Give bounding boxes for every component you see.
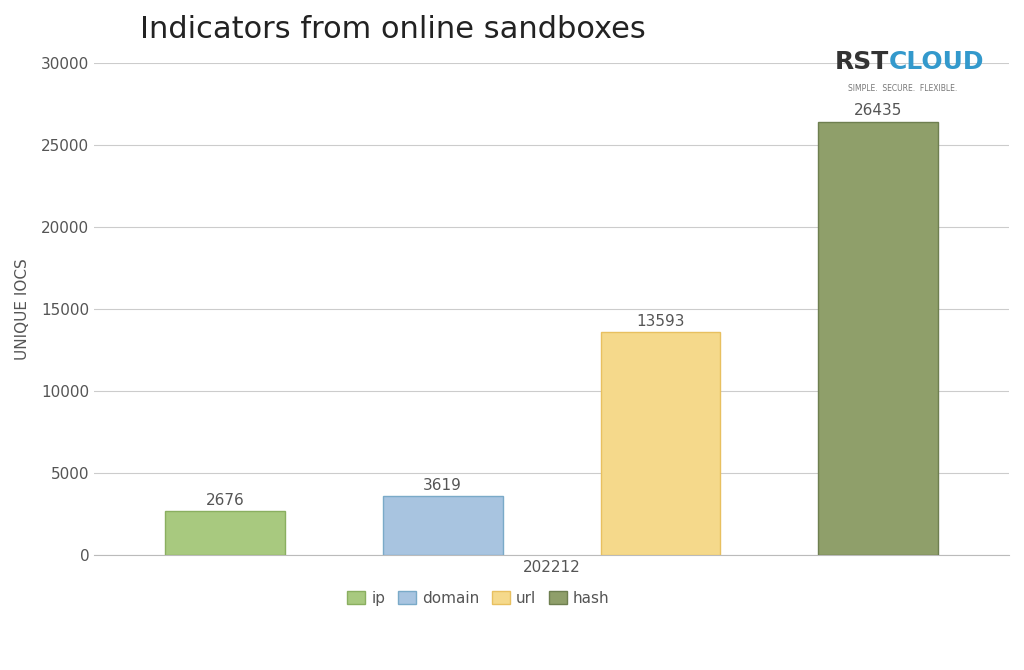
Bar xyxy=(818,121,938,555)
Text: 3619: 3619 xyxy=(423,478,462,492)
Text: 2676: 2676 xyxy=(206,493,245,508)
Text: 26435: 26435 xyxy=(854,103,902,118)
Text: 13593: 13593 xyxy=(636,314,685,329)
Text: CLOUD: CLOUD xyxy=(889,50,984,74)
Bar xyxy=(383,496,503,555)
Y-axis label: UNIQUE IOCS: UNIQUE IOCS xyxy=(15,259,30,360)
Bar xyxy=(601,332,721,555)
Legend: ip, domain, url, hash: ip, domain, url, hash xyxy=(341,584,615,612)
Text: SIMPLE.  SECURE.  FLEXIBLE.: SIMPLE. SECURE. FLEXIBLE. xyxy=(848,84,957,92)
Bar xyxy=(165,511,285,555)
Text: RST: RST xyxy=(835,50,889,74)
Text: Indicators from online sandboxes: Indicators from online sandboxes xyxy=(140,15,646,44)
